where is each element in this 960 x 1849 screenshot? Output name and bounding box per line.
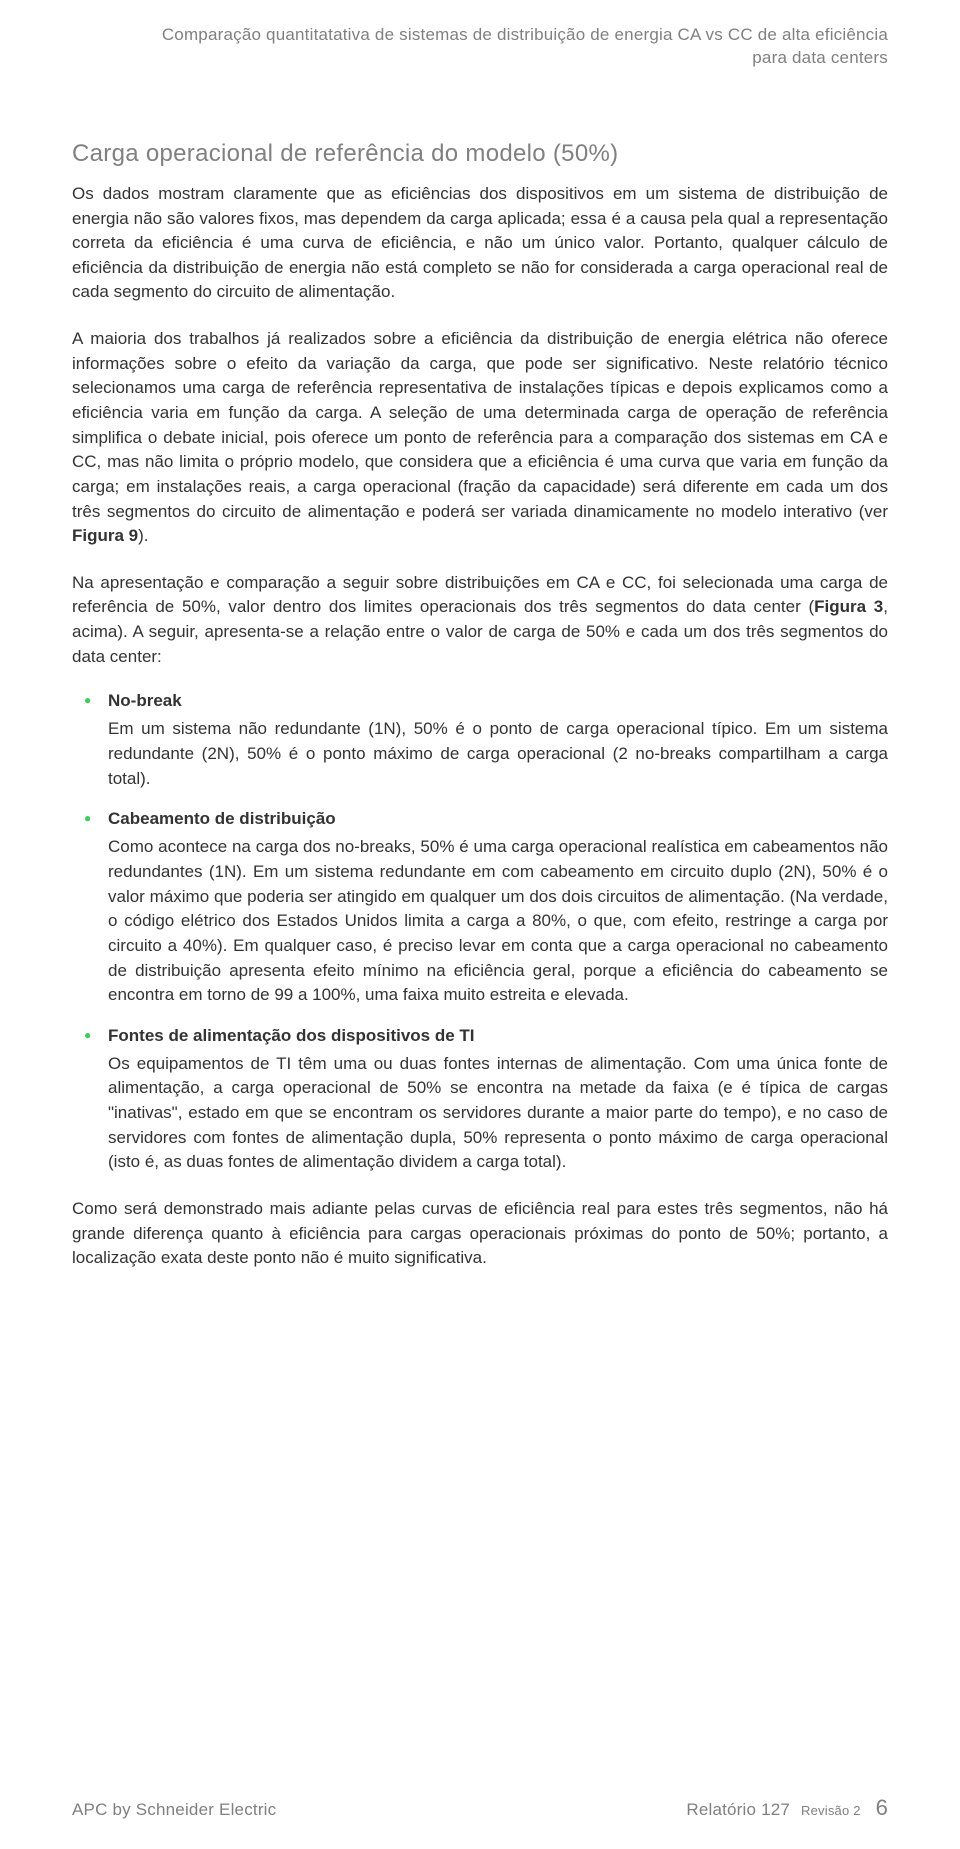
bullet-title-it-power: Fontes de alimentação dos dispositivos d… (108, 1026, 888, 1046)
footer-company: APC by Schneider Electric (72, 1800, 276, 1820)
footer-doc-info: Relatório 127 Revisão 2 6 (686, 1795, 888, 1821)
figure-3-ref: Figura 3 (814, 597, 883, 616)
bullet-body-nobreak: Em um sistema não redundante (1N), 50% é… (108, 717, 888, 791)
document-page: Comparação quantitatativa de sistemas de… (0, 0, 960, 1333)
bullet-title-cabling: Cabeamento de distribuição (108, 809, 888, 829)
running-header: Comparação quantitatativa de sistemas de… (72, 24, 888, 70)
header-line-2: para data centers (72, 47, 888, 70)
list-item: Fontes de alimentação dos dispositivos d… (80, 1026, 888, 1175)
paragraph-1: Os dados mostram claramente que as efici… (72, 182, 888, 305)
header-line-1: Comparação quantitatativa de sistemas de… (72, 24, 888, 47)
closing-paragraph: Como será demonstrado mais adiante pelas… (72, 1197, 888, 1271)
paragraph-3-lead: Na apresentação e comparação a seguir so… (72, 573, 888, 617)
paragraph-2: A maioria dos trabalhos já realizados so… (72, 327, 888, 549)
footer-revision: Revisão 2 (801, 1803, 861, 1818)
footer-doc-label: Relatório 127 (686, 1800, 790, 1819)
bullet-title-nobreak: No-break (108, 691, 888, 711)
page-footer: APC by Schneider Electric Relatório 127 … (72, 1795, 888, 1821)
section-heading: Carga operacional de referência do model… (72, 140, 888, 168)
figure-9-ref: Figura 9 (72, 526, 138, 545)
bullet-body-cabling: Como acontece na carga dos no-breaks, 50… (108, 835, 888, 1007)
bullet-body-it-power: Os equipamentos de TI têm uma ou duas fo… (108, 1052, 888, 1175)
list-item: Cabeamento de distribuição Como acontece… (80, 809, 888, 1007)
bullet-list: No-break Em um sistema não redundante (1… (72, 691, 888, 1175)
footer-page-number: 6 (876, 1795, 888, 1820)
paragraph-2-text: A maioria dos trabalhos já realizados so… (72, 329, 888, 520)
paragraph-3: Na apresentação e comparação a seguir so… (72, 571, 888, 670)
list-item: No-break Em um sistema não redundante (1… (80, 691, 888, 791)
